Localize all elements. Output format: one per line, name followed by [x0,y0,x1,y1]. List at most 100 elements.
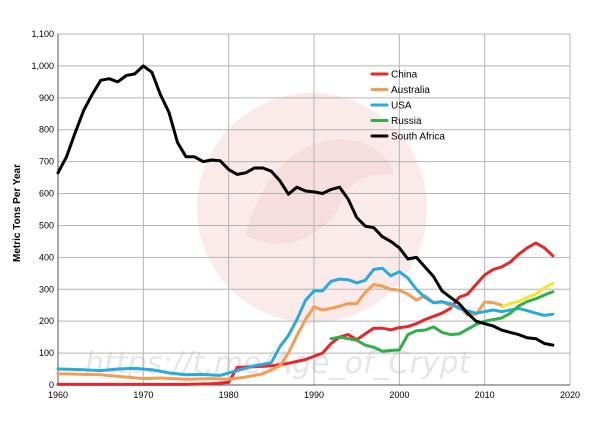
data-point-south-africa [295,186,299,189]
data-point-russia [398,348,401,352]
data-point-australia [99,373,102,376]
data-point-south-africa [56,171,60,174]
y-tick-label: 400 [39,252,54,262]
data-point-south-africa [270,170,273,173]
data-point-south-africa [244,171,247,174]
data-point-russia [551,290,555,293]
data-point-russia [440,331,444,334]
data-point-usa [304,299,307,302]
y-axis-label: Metric Tons Per Year [12,164,23,262]
data-point-china [449,307,452,310]
data-point-usa [534,312,538,315]
data-point-south-africa [167,111,171,114]
y-tick-label: 900 [39,93,54,103]
data-point-usa [398,270,401,273]
legend-label: Russia [391,116,422,127]
data-point-usa [133,367,136,370]
data-point-usa [423,296,427,299]
data-point-overlay [551,282,555,285]
data-point-south-africa [304,189,307,193]
data-point-russia [329,337,333,340]
data-point-south-africa [176,141,179,144]
data-point-south-africa [372,226,375,229]
x-tick-label: 2020 [560,390,580,400]
data-point-russia [346,337,350,340]
y-tick-label: 1,100 [31,29,54,39]
data-point-usa [483,310,486,313]
data-point-south-africa [440,289,444,293]
data-point-usa [321,289,324,293]
y-tick-label: 500 [39,220,54,230]
data-point-usa [551,313,555,316]
data-point-south-africa [483,322,486,325]
data-point-usa [355,281,358,285]
legend-item-australia: Australia [370,85,430,96]
data-point-usa [201,373,205,376]
data-point-usa [346,278,350,281]
data-point-south-africa [193,155,196,158]
data-point-china [517,253,520,256]
legend-label: South Africa [391,132,445,143]
data-point-usa [150,368,154,371]
data-point-russia [492,318,495,321]
data-point-south-africa [423,265,427,269]
data-point-australia [56,372,60,375]
data-point-south-africa [133,72,136,76]
data-point-south-africa [210,158,213,162]
x-tick-label: 1990 [304,390,324,400]
data-point-usa [99,369,102,372]
data-point-australia [295,334,299,337]
data-point-australia [355,302,358,305]
data-point-south-africa [125,74,128,77]
data-point-australia [338,305,341,308]
data-point-south-africa [236,173,239,176]
grid [57,33,571,386]
data-point-australia [321,308,324,312]
data-point-australia [227,378,230,381]
data-point-south-africa [381,235,384,238]
data-point-usa [432,301,435,304]
data-point-china [321,351,324,355]
data-point-china [236,366,239,369]
data-point-south-africa [500,328,503,332]
data-point-usa [116,367,119,371]
data-point-south-africa [73,131,77,135]
data-point-china [329,342,333,345]
data-point-china [483,273,486,277]
data-point-australia [398,289,401,292]
data-point-south-africa [184,155,188,158]
data-point-australia [312,305,316,308]
data-point-russia [509,312,512,315]
y-tick-label: 700 [39,157,54,167]
data-point-russia [406,333,410,336]
data-point-usa [440,300,444,304]
data-point-south-africa [90,93,94,96]
x-tick-label: 1970 [133,390,153,400]
data-point-australia [381,284,384,288]
data-point-australia [244,375,247,379]
data-point-south-africa [99,79,102,82]
data-point-south-africa [551,343,555,347]
data-point-usa [415,288,418,291]
data-point-australia [142,377,145,380]
data-point-south-africa [65,155,68,158]
data-point-south-africa [406,257,410,261]
data-point-south-africa [449,296,452,299]
legend-item-south-africa: South Africa [370,132,445,143]
data-point-russia [381,350,384,353]
data-point-south-africa [415,256,418,259]
series-usa [56,266,555,377]
data-point-china [346,333,350,336]
data-point-usa [338,277,341,281]
data-point-usa [167,371,171,375]
data-point-south-africa [321,192,324,195]
data-point-china [389,328,392,331]
data-point-china [142,383,145,386]
data-point-usa [312,289,316,293]
data-point-china [543,246,546,249]
data-point-south-africa [534,337,538,340]
data-point-russia [500,316,503,320]
data-point-china [56,383,60,386]
data-point-south-africa [492,324,495,328]
data-point-australia [415,298,418,302]
